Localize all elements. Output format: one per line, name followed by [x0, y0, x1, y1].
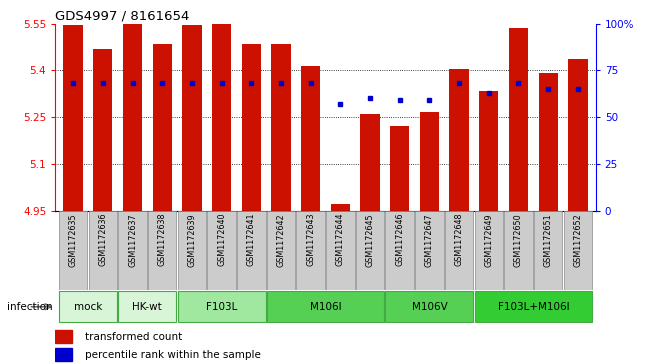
Text: GSM1172651: GSM1172651 — [544, 213, 553, 266]
FancyBboxPatch shape — [178, 211, 206, 290]
FancyBboxPatch shape — [118, 211, 146, 290]
Bar — [449, 69, 469, 211]
Bar — [568, 60, 587, 211]
FancyBboxPatch shape — [356, 211, 384, 290]
FancyBboxPatch shape — [118, 291, 176, 322]
FancyBboxPatch shape — [534, 211, 562, 290]
FancyBboxPatch shape — [564, 211, 592, 290]
Bar — [212, 24, 231, 211]
Text: GSM1172636: GSM1172636 — [98, 213, 107, 266]
FancyBboxPatch shape — [415, 211, 444, 290]
Bar — [509, 28, 528, 211]
FancyBboxPatch shape — [445, 211, 473, 290]
Text: GSM1172640: GSM1172640 — [217, 213, 226, 266]
Bar — [182, 25, 202, 211]
Bar — [390, 126, 409, 211]
Text: M106I: M106I — [310, 302, 341, 312]
Bar — [538, 73, 558, 211]
Text: transformed count: transformed count — [85, 332, 182, 342]
FancyBboxPatch shape — [326, 211, 355, 290]
Text: GSM1172650: GSM1172650 — [514, 213, 523, 266]
FancyBboxPatch shape — [267, 211, 295, 290]
FancyBboxPatch shape — [59, 211, 87, 290]
Text: F103L+M106I: F103L+M106I — [497, 302, 569, 312]
Text: GSM1172645: GSM1172645 — [365, 213, 374, 266]
Text: GSM1172647: GSM1172647 — [425, 213, 434, 266]
FancyBboxPatch shape — [207, 211, 236, 290]
Bar — [152, 44, 172, 211]
Text: mock: mock — [74, 302, 102, 312]
Bar — [55, 330, 72, 343]
Bar — [479, 91, 499, 211]
Bar — [420, 113, 439, 211]
Bar — [93, 49, 113, 211]
Text: GSM1172638: GSM1172638 — [158, 213, 167, 266]
Bar — [55, 348, 72, 361]
Text: GSM1172635: GSM1172635 — [68, 213, 77, 266]
FancyBboxPatch shape — [505, 211, 533, 290]
FancyBboxPatch shape — [237, 211, 266, 290]
Text: GSM1172644: GSM1172644 — [336, 213, 345, 266]
FancyBboxPatch shape — [178, 291, 266, 322]
FancyBboxPatch shape — [148, 211, 176, 290]
Text: infection: infection — [7, 302, 52, 312]
Text: GSM1172648: GSM1172648 — [454, 213, 464, 266]
Text: GSM1172643: GSM1172643 — [306, 213, 315, 266]
FancyBboxPatch shape — [475, 291, 592, 322]
Text: GSM1172639: GSM1172639 — [187, 213, 197, 266]
FancyBboxPatch shape — [267, 291, 384, 322]
Bar — [242, 44, 261, 211]
Text: percentile rank within the sample: percentile rank within the sample — [85, 350, 261, 360]
FancyBboxPatch shape — [296, 211, 325, 290]
Text: GDS4997 / 8161654: GDS4997 / 8161654 — [55, 9, 189, 23]
Bar — [331, 204, 350, 211]
Text: HK-wt: HK-wt — [133, 302, 162, 312]
Text: M106V: M106V — [411, 302, 447, 312]
Text: F103L: F103L — [206, 302, 237, 312]
Bar — [301, 66, 320, 211]
Bar — [271, 44, 290, 211]
Text: GSM1172641: GSM1172641 — [247, 213, 256, 266]
Bar — [64, 25, 83, 211]
FancyBboxPatch shape — [89, 211, 117, 290]
Text: GSM1172646: GSM1172646 — [395, 213, 404, 266]
Text: GSM1172637: GSM1172637 — [128, 213, 137, 266]
FancyBboxPatch shape — [385, 291, 473, 322]
Bar — [123, 24, 142, 211]
FancyBboxPatch shape — [475, 211, 503, 290]
FancyBboxPatch shape — [59, 291, 117, 322]
FancyBboxPatch shape — [385, 211, 414, 290]
Text: GSM1172649: GSM1172649 — [484, 213, 493, 266]
Text: GSM1172652: GSM1172652 — [574, 213, 583, 267]
Bar — [361, 114, 380, 211]
Text: GSM1172642: GSM1172642 — [277, 213, 286, 266]
